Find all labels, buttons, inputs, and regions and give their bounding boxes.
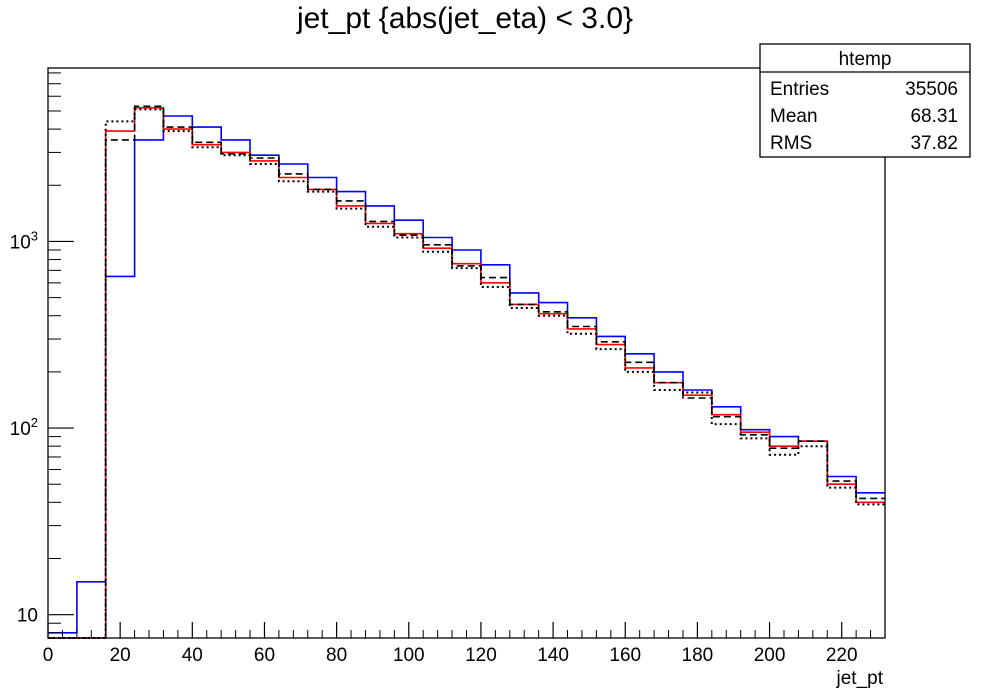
x-tick-label-220: 220 (826, 645, 858, 666)
x-tick-label-120: 120 (465, 645, 497, 666)
x-tick-label-60: 60 (254, 645, 275, 666)
chart-title: jet_pt {abs(jet_eta) < 3.0} (296, 2, 634, 35)
series-layer (48, 105, 885, 639)
axis-layer: 0 20 40 60 80 100 120 140 160 180 200 220 10 102 103 (10, 72, 886, 666)
series-0-line (48, 115, 885, 634)
x-tick-label-160: 160 (609, 645, 641, 666)
stats-entries-value: 35506 (905, 79, 958, 100)
x-axis-title: jet_pt (836, 668, 884, 689)
x-tick-label-100: 100 (393, 645, 425, 666)
x-tick-label-0: 0 (43, 645, 54, 666)
x-tick-label-80: 80 (326, 645, 347, 666)
stats-mean-label: Mean (770, 106, 818, 127)
series-3-line (48, 108, 885, 639)
x-tick-label-180: 180 (682, 645, 714, 666)
series-1-line (48, 107, 885, 639)
stats-box: htemp Entries 35506 Mean 68.31 RMS 37.82 (759, 43, 971, 158)
x-tick-label-40: 40 (182, 645, 203, 666)
x-tick-label-200: 200 (754, 645, 786, 666)
stats-entries-label: Entries (770, 79, 829, 100)
stats-mean-value: 68.31 (910, 106, 958, 127)
x-tick-label-20: 20 (110, 645, 131, 666)
stats-box-title: htemp (839, 49, 892, 70)
y-tick-label-10: 10 (17, 606, 38, 627)
y-tick-label-1000: 103 (10, 228, 38, 253)
y-tick-label-100: 102 (10, 415, 38, 440)
stats-rms-label: RMS (770, 133, 812, 154)
x-tick-label-140: 140 (537, 645, 569, 666)
stats-rms-value: 37.82 (910, 133, 958, 154)
stats-box-frame (759, 43, 971, 158)
series-2-line (48, 105, 885, 639)
